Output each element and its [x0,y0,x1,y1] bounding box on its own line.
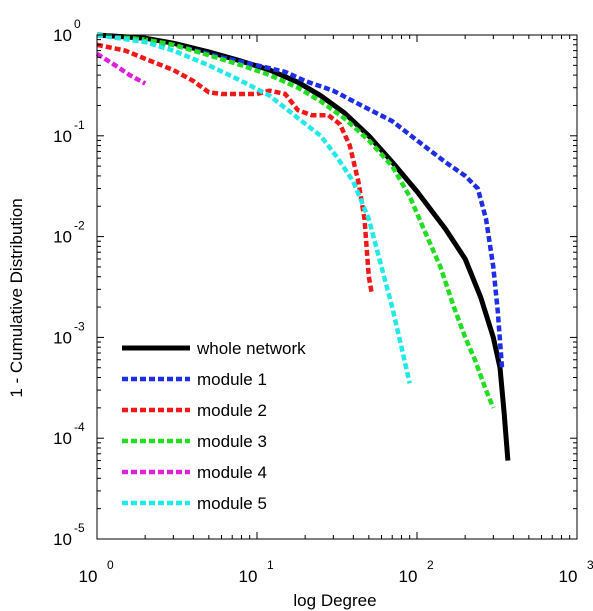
series-line-5 [95,51,147,86]
x-tick-exponent: 3 [587,558,593,572]
y-tick-exponent: -1 [74,118,85,132]
x-tick-label: 10 [399,567,418,586]
y-tick-label: 10 [53,228,72,247]
legend-label-2: module 1 [197,370,267,389]
series-line-2 [96,32,505,368]
y-tick-label: 10 [53,127,72,146]
legend-label-1: whole network [196,339,306,358]
x-tick-label: 10 [79,567,98,586]
legend-label-6: module 5 [197,494,267,513]
x-tick-label: 10 [559,567,578,586]
y-tick-exponent: -2 [74,219,85,233]
series-line-4 [96,32,496,409]
x-tick-exponent: 1 [267,558,274,572]
y-tick-exponent: -5 [74,521,85,535]
x-tick-label: 10 [239,567,258,586]
y-tick-exponent: 0 [74,17,81,31]
y-tick-label: 10 [53,530,72,549]
plot-frame [96,34,578,540]
legend-label-5: module 4 [197,463,267,482]
x-axis-label: log Degree [293,591,376,610]
y-tick-label: 10 [53,328,72,347]
series-line-6 [96,32,412,384]
series-line-3 [96,42,374,293]
x-tick-exponent: 2 [427,558,434,572]
y-tick-exponent: -4 [74,420,85,434]
y-tick-label: 10 [53,26,72,45]
plot-area [95,32,511,461]
x-tick-exponent: 0 [107,558,114,572]
legend: whole network module 1 module 2 module 3 mod… [122,339,306,513]
legend-label-4: module 3 [197,432,267,451]
y-axis-label: 1 - Cumulative Distribution [7,198,26,397]
legend-label-3: module 2 [197,401,267,420]
y-tick-label: 10 [53,429,72,448]
y-tick-exponent: -3 [74,319,85,333]
